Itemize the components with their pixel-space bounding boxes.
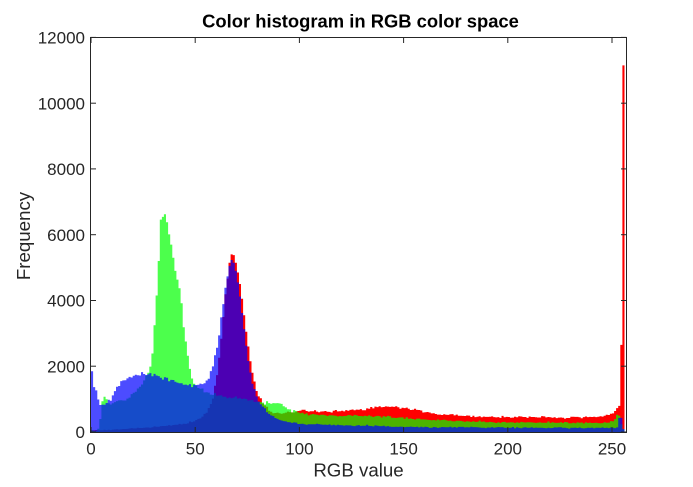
svg-text:150: 150 bbox=[389, 440, 417, 459]
svg-text:2000: 2000 bbox=[47, 357, 85, 376]
svg-text:6000: 6000 bbox=[47, 226, 85, 245]
svg-text:Frequency: Frequency bbox=[13, 191, 34, 280]
svg-text:0: 0 bbox=[76, 423, 85, 442]
svg-text:200: 200 bbox=[494, 440, 522, 459]
svg-text:100: 100 bbox=[285, 440, 313, 459]
svg-text:50: 50 bbox=[186, 440, 205, 459]
svg-text:Color histogram in RGB color s: Color histogram in RGB color space bbox=[202, 11, 519, 32]
svg-text:RGB value: RGB value bbox=[313, 460, 403, 481]
svg-text:12000: 12000 bbox=[38, 29, 85, 48]
svg-text:4000: 4000 bbox=[47, 292, 85, 311]
svg-text:10000: 10000 bbox=[38, 94, 85, 113]
svg-text:250: 250 bbox=[598, 440, 626, 459]
svg-text:8000: 8000 bbox=[47, 160, 85, 179]
svg-text:0: 0 bbox=[86, 440, 95, 459]
